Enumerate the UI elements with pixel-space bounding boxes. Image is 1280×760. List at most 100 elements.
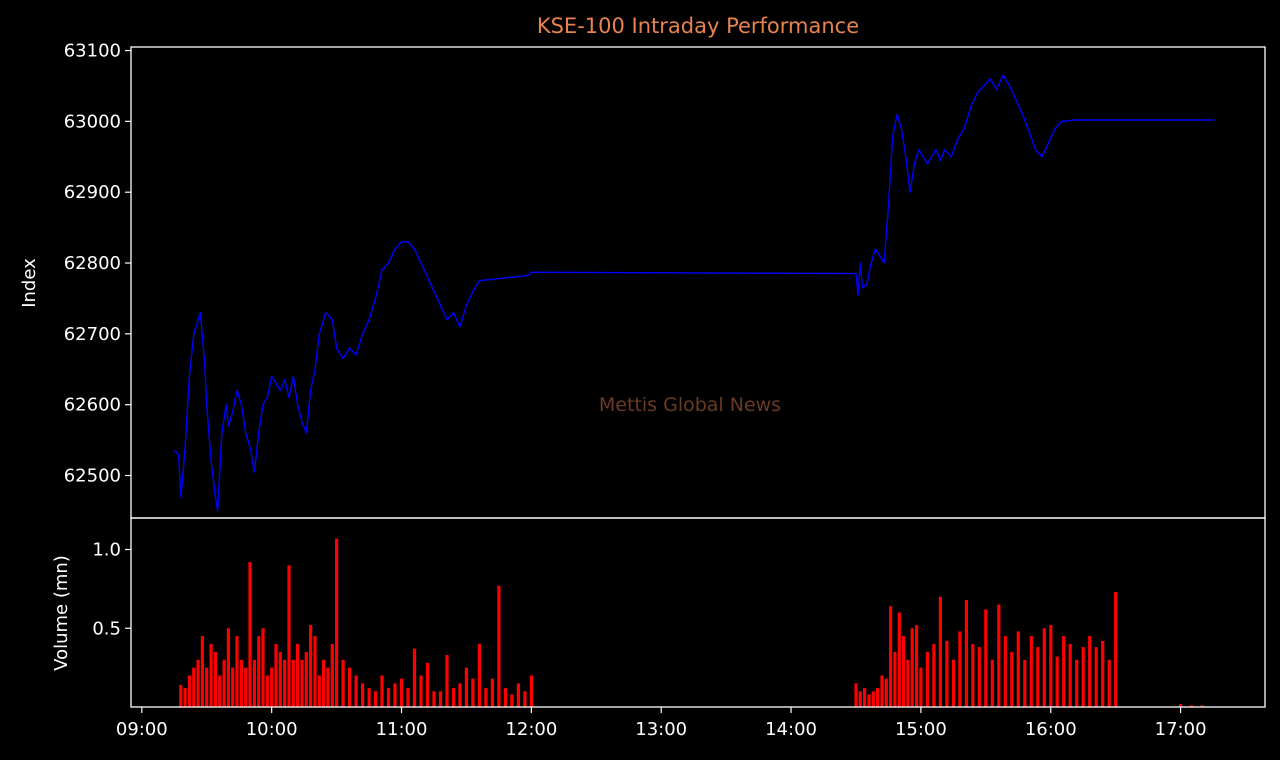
volume-bar (354, 675, 358, 707)
volume-bar (938, 596, 942, 708)
volume-bar (484, 688, 488, 707)
volume-bar (313, 636, 317, 707)
volume-bar (257, 636, 261, 707)
index-y-tick-label: 63000 (64, 111, 121, 132)
volume-bar (1068, 644, 1072, 707)
volume-bar (497, 585, 501, 707)
x-tick-label: 16:00 (1025, 719, 1077, 740)
volume-bar (283, 659, 287, 708)
volume-bar (291, 659, 295, 708)
index-y-tick-label: 62500 (64, 466, 121, 487)
x-tick-label: 14:00 (765, 719, 817, 740)
index-y-tick-label: 62700 (64, 324, 121, 345)
volume-bar (910, 628, 914, 708)
volume-bar (252, 659, 256, 708)
volume-bar (964, 599, 968, 707)
volume-bar (200, 636, 204, 707)
index-y-tick-label: 62600 (64, 395, 121, 416)
volume-bar (386, 688, 391, 707)
volume-bar (945, 640, 949, 707)
volume-bar (867, 694, 871, 707)
volume-bar (265, 675, 269, 707)
volume-bar (464, 667, 468, 707)
x-tick-label: 12:00 (505, 719, 557, 740)
volume-bar (1200, 705, 1204, 707)
volume-bar (897, 612, 901, 707)
volume-bar (984, 609, 988, 707)
volume-bar (1003, 636, 1007, 707)
volume-bar (510, 694, 514, 707)
volume-bar (1094, 647, 1098, 707)
volume-bar (373, 691, 378, 708)
volume-bar (209, 644, 213, 707)
volume-bar (1042, 628, 1046, 708)
volume-bar (341, 659, 345, 708)
volume-bar (932, 644, 936, 707)
volume-bar (906, 659, 910, 708)
volume-bar (529, 675, 533, 707)
volume-bar (438, 691, 443, 708)
volume-bar (196, 659, 200, 708)
volume-bar (977, 647, 981, 707)
volume-bar (270, 667, 274, 707)
volume-bar (226, 628, 230, 708)
x-tick-label: 17:00 (1155, 719, 1207, 740)
volume-bar (399, 678, 404, 707)
index-y-axis-label: Index (19, 258, 40, 308)
volume-bar (412, 648, 417, 707)
volume-bar (871, 691, 875, 708)
volume-bar (261, 628, 265, 708)
volume-bar (335, 538, 339, 707)
volume-bar (419, 675, 423, 707)
volume-y-tick-label: 0.5 (92, 618, 121, 639)
volume-bar (451, 688, 456, 707)
volume-bar (490, 678, 494, 707)
x-tick-label: 15:00 (895, 719, 947, 740)
volume-bar (205, 667, 209, 707)
volume-bar (287, 565, 291, 708)
volume-bar (231, 667, 235, 707)
volume-bar (880, 675, 884, 707)
volume-bar (432, 691, 436, 708)
volume-bar (300, 659, 304, 708)
volume-panel-frame (130, 517, 1266, 708)
volume-bar (304, 651, 308, 707)
volume-bar (309, 625, 313, 707)
volume-bar (1023, 659, 1027, 708)
x-tick-label: 10:00 (246, 719, 298, 740)
volume-y-axis-label: Volume (mn) (51, 555, 72, 671)
volume-bar (1114, 592, 1118, 707)
volume-bar (367, 688, 371, 707)
volume-bar (1016, 631, 1020, 707)
volume-bar (1036, 647, 1040, 707)
volume-bar (348, 667, 352, 707)
volume-bar (471, 678, 475, 707)
volume-bar (458, 683, 462, 707)
volume-bar (239, 659, 243, 708)
volume-bar (925, 651, 929, 707)
volume-bar (915, 625, 919, 707)
volume-bar (1101, 640, 1105, 707)
volume-bar (1081, 647, 1085, 707)
volume-bar (361, 683, 365, 707)
volume-bar (235, 636, 239, 707)
volume-bar (1055, 656, 1059, 707)
volume-bar (889, 606, 893, 707)
volume-bar (445, 655, 449, 707)
volume-bar (902, 636, 906, 707)
volume-bar (1189, 705, 1193, 707)
volume-bar (1062, 636, 1066, 707)
volume-bar (187, 675, 191, 707)
volume-bar (183, 688, 187, 707)
volume-bar (330, 644, 334, 707)
volume-bar (1029, 636, 1033, 707)
volume-bar (380, 675, 384, 707)
watermark-text: Mettis Global News (599, 394, 781, 416)
volume-bar (248, 562, 252, 707)
volume-bar (876, 688, 880, 707)
volume-bar (192, 667, 196, 707)
volume-y-ticks: 0.5 1.0 (92, 540, 131, 639)
chart-title: KSE-100 Intraday Performance (537, 14, 859, 38)
